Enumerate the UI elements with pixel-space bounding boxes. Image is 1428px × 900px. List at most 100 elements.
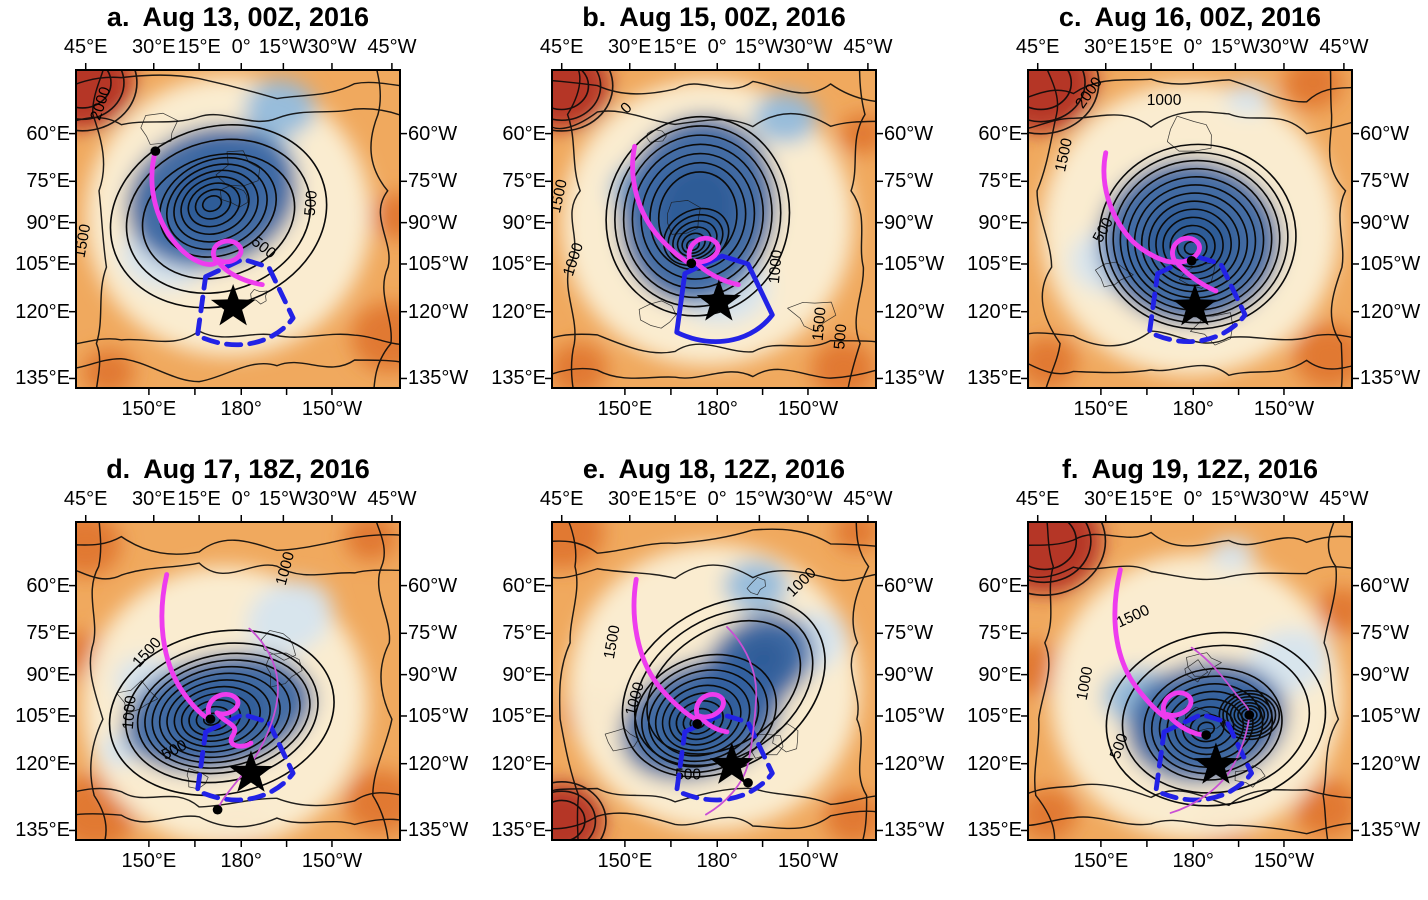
panel-letter: d. [106, 454, 131, 484]
top-axis-label: 30°W [783, 488, 833, 510]
star-marker [228, 750, 274, 792]
warm-anomaly-blob [1293, 778, 1353, 838]
right-axis-label: 120°W [1360, 300, 1421, 323]
right-axis-label: 135°W [1360, 367, 1421, 390]
warm-anomaly-blob [1316, 587, 1353, 635]
right-axis-label: 135°W [884, 819, 945, 842]
background-contours [1028, 522, 1353, 841]
contour-value-label: 1000 [766, 249, 786, 284]
coastlines [638, 129, 837, 333]
right-axis-label: 105°W [884, 704, 945, 727]
contour-value-label: 1000 [120, 695, 140, 730]
top-axis-label: 0° [1183, 36, 1203, 58]
analysis-region-polygon [674, 253, 775, 344]
warm-anomaly-blob [824, 791, 877, 841]
right-axis-label: 120°W [884, 300, 945, 323]
analysis-region-polygon [195, 712, 296, 803]
right-axis-label: 90°W [1360, 663, 1410, 686]
map-frame [551, 521, 877, 841]
background-contours [76, 70, 401, 389]
cyclone-track [1101, 150, 1219, 294]
top-axis-label: 45°W [843, 36, 893, 58]
panel-letter: c. [1058, 2, 1082, 32]
left-axis-label: 60°E [26, 122, 70, 145]
warm-anomaly-blob [1028, 522, 1103, 594]
panel-title: c. Aug 16, 00Z, 2016 [952, 2, 1428, 33]
right-axis-label: 90°W [884, 663, 934, 686]
left-axis-label: 135°E [15, 819, 70, 842]
background-contours [1028, 70, 1353, 389]
left-axis-label: 135°E [491, 819, 546, 842]
bottom-axis-label: 150°W [777, 850, 839, 872]
top-axis-label: 15°E [653, 488, 697, 510]
left-axis-label: 120°E [967, 752, 1022, 775]
cold-anomaly-blob [1209, 537, 1255, 570]
contour-value-label: 500 [302, 190, 321, 217]
right-axis-label: 120°W [408, 752, 469, 775]
map-panel-c: c. Aug 16, 00Z, 2016 45°E 30°E 15°E 0° 15°W 30… [952, 0, 1428, 448]
map-panel-f: f. Aug 19, 12Z, 2016 45°E 30°E 15°E 0° 15°W 30… [952, 452, 1428, 900]
left-axis-label: 105°E [491, 252, 546, 275]
right-axis-label: 75°W [884, 622, 934, 645]
bottom-axis-label: 150°E [121, 398, 177, 420]
top-axis-label: 15°W [734, 36, 784, 58]
bottom-axis-label: 150°E [1073, 850, 1129, 872]
left-axis-label: 90°E [978, 663, 1022, 686]
warm-anomaly-blob [1293, 324, 1353, 389]
secondary-cyclone-track [216, 627, 279, 811]
left-axis-label: 90°E [26, 211, 70, 234]
top-axis-label: 0° [707, 36, 727, 58]
height-contour-rings [109, 124, 328, 309]
bottom-axis-label: 150°E [1073, 398, 1129, 420]
left-axis-label: 60°E [26, 574, 70, 597]
panel-date: Aug 19, 12Z, 2016 [1091, 454, 1319, 484]
left-axis-label: 135°E [967, 819, 1022, 842]
panel-title: e. Aug 18, 12Z, 2016 [476, 454, 952, 485]
right-axis-label: 105°W [1360, 704, 1421, 727]
map-panel-b: b. Aug 15, 00Z, 2016 45°E 30°E 15°E 0° 15°W 30… [476, 0, 952, 448]
cyclone-position-dot [1244, 710, 1255, 720]
bottom-axis-label: 150°W [1253, 850, 1315, 872]
left-axis-label: 75°E [502, 622, 546, 645]
right-axis-label: 90°W [884, 211, 934, 234]
left-axis-label: 75°E [502, 170, 546, 193]
cold-anomaly-blob [244, 79, 316, 137]
cold-anomaly-blob [752, 92, 818, 144]
right-axis-label: 90°W [408, 211, 458, 234]
right-axis-label: 60°W [408, 574, 458, 597]
top-axis-label: 30°E [607, 36, 652, 58]
right-axis-label: 60°W [884, 574, 934, 597]
bottom-axis-label: 150°E [121, 850, 177, 872]
warm-anomaly-blob [1283, 70, 1343, 110]
top-axis-label: 45°W [1319, 488, 1369, 510]
warm-anomaly-blob [370, 192, 401, 240]
left-axis-label: 105°E [967, 252, 1022, 275]
top-axis-label: 45°W [367, 36, 417, 58]
right-axis-label: 120°W [408, 300, 469, 323]
left-axis-label: 105°E [15, 252, 70, 275]
left-axis-label: 75°E [26, 622, 70, 645]
left-axis-label: 90°E [26, 663, 70, 686]
top-axis-label: 30°E [1083, 36, 1128, 58]
cold-anomaly-blob [1225, 82, 1271, 115]
cyclone-track [1112, 567, 1209, 738]
cyclone-position-dot [150, 146, 161, 156]
top-axis-label: 15°E [177, 488, 221, 510]
contour-value-label: 1500 [810, 306, 830, 341]
left-axis-label: 90°E [502, 663, 546, 686]
top-axis-label: 15°E [177, 36, 221, 58]
left-axis-label: 60°E [502, 574, 546, 597]
star-marker [1193, 742, 1239, 784]
background-contours [552, 70, 877, 389]
bottom-axis-label: 180° [1172, 398, 1214, 420]
panel-letter: e. [582, 454, 606, 484]
cyclone-position-dot [1186, 256, 1197, 266]
top-axis-label: 15°E [1129, 488, 1173, 510]
left-axis-label: 75°E [26, 170, 70, 193]
right-axis-label: 60°W [884, 122, 934, 145]
